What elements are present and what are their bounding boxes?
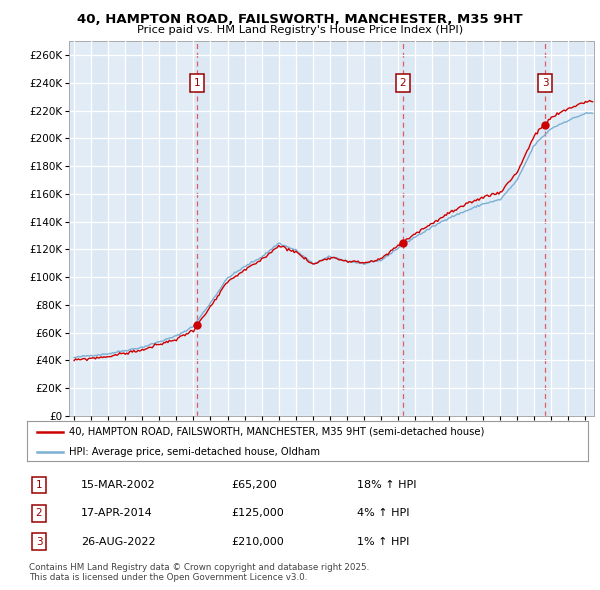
Bar [517, 41, 535, 416]
Bar [551, 41, 568, 416]
Text: 18% ↑ HPI: 18% ↑ HPI [357, 480, 416, 490]
Text: £65,200: £65,200 [231, 480, 277, 490]
Bar [74, 41, 91, 416]
Bar [449, 41, 466, 416]
Bar [313, 41, 330, 416]
Bar [142, 41, 160, 416]
Bar [381, 41, 398, 416]
Text: 1: 1 [35, 480, 43, 490]
Text: 1: 1 [194, 78, 200, 88]
Text: £210,000: £210,000 [231, 537, 284, 546]
Text: 2: 2 [35, 509, 43, 518]
Text: Price paid vs. HM Land Registry's House Price Index (HPI): Price paid vs. HM Land Registry's House … [137, 25, 463, 35]
Text: £125,000: £125,000 [231, 509, 284, 518]
Bar [415, 41, 432, 416]
Text: 4% ↑ HPI: 4% ↑ HPI [357, 509, 409, 518]
Text: 15-MAR-2002: 15-MAR-2002 [81, 480, 156, 490]
Bar [176, 41, 193, 416]
Text: 40, HAMPTON ROAD, FAILSWORTH, MANCHESTER, M35 9HT (semi-detached house): 40, HAMPTON ROAD, FAILSWORTH, MANCHESTER… [69, 427, 484, 437]
Text: 3: 3 [35, 537, 43, 546]
Bar [347, 41, 364, 416]
Text: HPI: Average price, semi-detached house, Oldham: HPI: Average price, semi-detached house,… [69, 447, 320, 457]
Bar [108, 41, 125, 416]
Text: 1% ↑ HPI: 1% ↑ HPI [357, 537, 409, 546]
Bar [278, 41, 296, 416]
Bar [586, 41, 600, 416]
Bar [211, 41, 227, 416]
Text: 2: 2 [400, 78, 406, 88]
Text: Contains HM Land Registry data © Crown copyright and database right 2025.
This d: Contains HM Land Registry data © Crown c… [29, 563, 369, 582]
Bar [483, 41, 500, 416]
Text: 26-AUG-2022: 26-AUG-2022 [81, 537, 155, 546]
Text: 40, HAMPTON ROAD, FAILSWORTH, MANCHESTER, M35 9HT: 40, HAMPTON ROAD, FAILSWORTH, MANCHESTER… [77, 13, 523, 26]
Text: 17-APR-2014: 17-APR-2014 [81, 509, 153, 518]
Bar [245, 41, 262, 416]
Text: 3: 3 [542, 78, 549, 88]
